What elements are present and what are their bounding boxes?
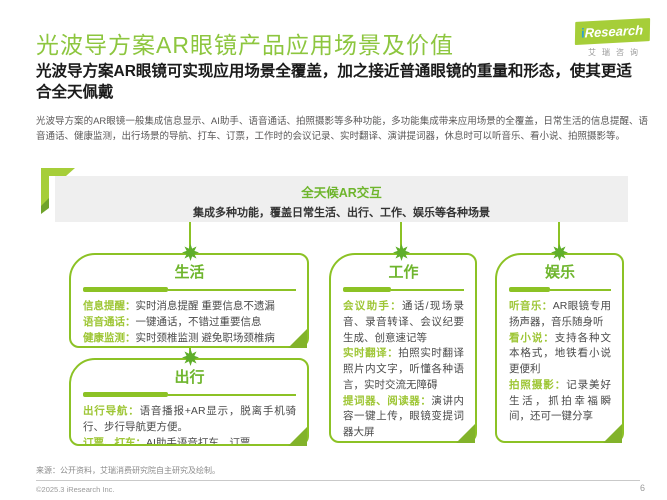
feature-item: 出行导航：语音播报+AR显示，脱离手机骑行、步行导航更方便。 bbox=[83, 404, 296, 436]
feature-text: 实时颈椎监测 避免职场颈椎病 bbox=[135, 331, 275, 344]
iresearch-logo: iResearch 艾瑞咨询 bbox=[575, 18, 651, 58]
feature-label: 拍照摄影： bbox=[509, 378, 567, 391]
feature-item: 看小说：支持各种文本格式，地铁看小说更便利 bbox=[509, 331, 611, 378]
feature-label: 听音乐： bbox=[509, 300, 553, 312]
divider bbox=[343, 287, 464, 292]
divider bbox=[83, 392, 296, 397]
feature-text: 一键通话，不错过重要信息 bbox=[135, 315, 262, 328]
banner-title: 全天候AR交互 bbox=[301, 186, 382, 200]
feature-label: 订票、打车： bbox=[83, 436, 146, 446]
feature-text: 通话/现场录音、录音转译、会议纪要生成、创意速记等 bbox=[343, 300, 465, 344]
feature-label: 提词器、阅读器： bbox=[343, 394, 432, 407]
scenario-box-travel: 出行 出行导航：语音播报+AR显示，脱离手机骑行、步行导航更方便。 订票、打车：… bbox=[69, 358, 309, 446]
star-burst-icon bbox=[393, 244, 410, 261]
box-title: 生活 bbox=[174, 264, 205, 281]
feature-text: 拍照实时翻译照片内文字，听懂各种语言，实时交流无障碍 bbox=[343, 347, 464, 391]
banner-subtitle: 集成多种功能，覆盖日常生活、出行、工作、娱乐等各种场景 bbox=[193, 207, 490, 219]
connector-line bbox=[400, 222, 402, 251]
box-title: 工作 bbox=[388, 264, 419, 281]
banner-all-day-ar: 全天候AR交互 集成多种功能，覆盖日常生活、出行、工作、娱乐等各种场景 bbox=[55, 176, 628, 222]
page-number: 6 bbox=[639, 483, 645, 493]
connector-line bbox=[558, 222, 560, 251]
feature-item: 拍照摄影：记录美好生活，抓拍幸福瞬间，还可一键分享 bbox=[509, 378, 611, 425]
feature-label: 健康监测： bbox=[83, 331, 136, 344]
scenario-box-entertainment: 娱乐 听音乐：AR眼镜专用扬声器，音乐随身听 看小说：支持各种文本格式，地铁看小… bbox=[495, 253, 624, 443]
box-title: 出行 bbox=[174, 369, 205, 386]
feature-label: 信息提醒： bbox=[83, 300, 136, 312]
star-burst-icon bbox=[182, 244, 199, 261]
divider bbox=[83, 287, 296, 292]
iresearch-logo-badge: iResearch bbox=[575, 18, 651, 45]
feature-text: AI助手语音打车、订票 bbox=[146, 436, 251, 446]
corner-fold-icon bbox=[41, 168, 77, 219]
feature-text: 记录美好生活，抓拍幸福瞬间，还可一键分享 bbox=[509, 378, 611, 423]
intro-paragraph: 光波导方案的AR眼镜一般集成信息显示、AI助手、语音通话、拍照摄影等多种功能，多… bbox=[36, 116, 648, 143]
connector-line bbox=[189, 222, 191, 251]
feature-item: 提词器、阅读器：演讲内容一键上传，眼镜变提词器大屏 bbox=[343, 394, 464, 441]
footer-divider bbox=[36, 480, 640, 481]
logo-chinese-name: 艾瑞咨询 bbox=[588, 48, 644, 57]
feature-text: 演讲内容一键上传，眼镜变提词器大屏 bbox=[343, 394, 465, 439]
divider bbox=[509, 287, 611, 292]
star-burst-icon bbox=[551, 244, 568, 261]
feature-text: 语音播报+AR显示，脱离手机骑行、步行导航更方便。 bbox=[83, 405, 297, 433]
feature-item: 订票、打车：AI助手语音打车、订票 bbox=[83, 436, 296, 446]
feature-label: 实时翻译： bbox=[343, 347, 399, 360]
feature-item: 听音乐：AR眼镜专用扬声器，音乐随身听 bbox=[509, 299, 611, 331]
copyright-text: ©2025.3 iResearch Inc. bbox=[36, 485, 115, 494]
star-burst-icon bbox=[182, 349, 199, 366]
feature-text: 支持各种文本格式，地铁看小说更便利 bbox=[509, 331, 611, 376]
feature-item: 实时翻译：拍照实时翻译照片内文字，听懂各种语言，实时交流无障碍 bbox=[343, 346, 464, 393]
page-subtitle: 光波导方案AR眼镜可实现应用场景全覆盖，加之接近普通眼镜的重量和形态，使其更适合… bbox=[36, 63, 632, 101]
feature-text: AR眼镜专用扬声器，音乐随身听 bbox=[509, 300, 611, 328]
feature-text: 实时消息提醒 重要信息不遗漏 bbox=[135, 300, 275, 312]
scenario-box-life: 生活 信息提醒：实时消息提醒 重要信息不遗漏 语音通话：一键通话，不错过重要信息… bbox=[69, 253, 309, 348]
feature-label: 出行导航： bbox=[83, 405, 140, 417]
source-note: 来源：公开资料，艾瑞消费研究院自主研究及绘制。 bbox=[36, 466, 220, 475]
page-title: 光波导方案AR眼镜产品应用场景及价值 bbox=[36, 32, 454, 58]
feature-item: 健康监测：实时颈椎监测 避免职场颈椎病 bbox=[83, 331, 296, 347]
feature-item: 语音通话：一键通话，不错过重要信息 bbox=[83, 315, 296, 331]
logo-brand-text: Research bbox=[584, 22, 644, 41]
feature-item: 会议助手：通话/现场录音、录音转译、会议纪要生成、创意速记等 bbox=[343, 299, 464, 346]
feature-label: 会议助手： bbox=[343, 300, 403, 312]
box-title: 娱乐 bbox=[544, 264, 575, 281]
feature-label: 看小说： bbox=[509, 331, 555, 344]
feature-item: 信息提醒：实时消息提醒 重要信息不遗漏 bbox=[83, 299, 296, 315]
scenario-box-work: 工作 会议助手：通话/现场录音、录音转译、会议纪要生成、创意速记等 实时翻译：拍… bbox=[329, 253, 477, 443]
feature-label: 语音通话： bbox=[83, 315, 136, 328]
